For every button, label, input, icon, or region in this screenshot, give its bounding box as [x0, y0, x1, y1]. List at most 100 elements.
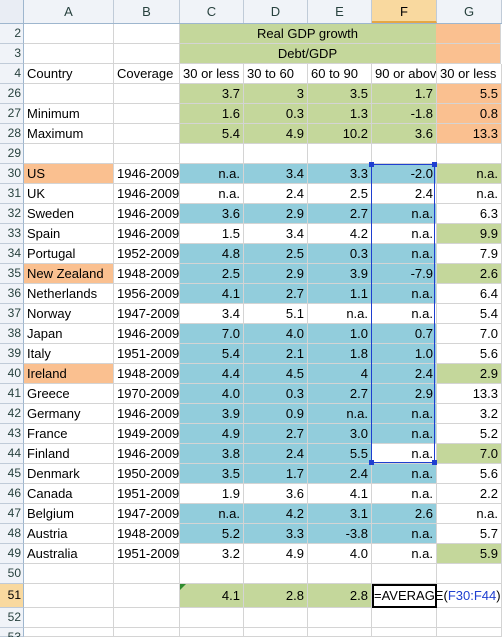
value-cell[interactable]: 0.7 — [372, 324, 437, 344]
bucket-header-cell[interactable]: 30 or less — [180, 64, 244, 84]
value-cell[interactable]: 3.0 — [308, 424, 372, 444]
value-cell[interactable]: -3.8 — [308, 524, 372, 544]
cell[interactable] — [308, 564, 372, 584]
cell[interactable] — [437, 564, 502, 584]
value-cell[interactable]: 0.3 — [244, 384, 308, 404]
value-cell[interactable]: 4.9 — [244, 544, 308, 564]
maximum-cell[interactable]: 4.9 — [244, 124, 308, 144]
cell[interactable] — [244, 564, 308, 584]
cell[interactable] — [24, 24, 114, 44]
bucket-header-cell[interactable]: 90 or abov — [372, 64, 437, 84]
value-cell[interactable]: n.a. — [372, 524, 437, 544]
value-cell[interactable]: 2.9 — [244, 264, 308, 284]
cell[interactable] — [180, 608, 244, 628]
result-cell[interactable]: 2.8 — [308, 584, 372, 608]
value-cell[interactable]: 4 — [308, 364, 372, 384]
row-header[interactable]: 50 — [0, 564, 24, 584]
value-cell[interactable]: 2.7 — [308, 204, 372, 224]
coverage-cell[interactable]: 1946-2009 — [114, 164, 180, 184]
value-cell[interactable]: 2.4 — [244, 444, 308, 464]
row-header[interactable]: 51 — [0, 584, 24, 608]
value-cell[interactable]: n.a. — [180, 184, 244, 204]
coverage-cell[interactable]: 1956-2009 — [114, 284, 180, 304]
coverage-cell[interactable]: 1946-2009 — [114, 184, 180, 204]
value-cell[interactable]: 3.1 — [308, 504, 372, 524]
column-header-g[interactable]: G — [437, 0, 502, 23]
value-cell[interactable]: 7.0 — [437, 444, 502, 464]
row-header[interactable]: 30 — [0, 164, 24, 184]
header-subtitle-cell[interactable]: Debt/GDP — [180, 44, 436, 64]
value-cell[interactable]: n.a. — [372, 424, 437, 444]
coverage-cell[interactable]: 1950-2009 — [114, 464, 180, 484]
value-cell[interactable]: 7.0 — [180, 324, 244, 344]
minimum-cell[interactable]: 0.8 — [437, 104, 502, 124]
cell[interactable] — [308, 144, 372, 164]
value-cell[interactable]: 1.5 — [180, 224, 244, 244]
value-cell[interactable]: 5.7 — [437, 524, 502, 544]
bucket-header-cell[interactable]: 30 or less — [437, 64, 502, 84]
value-cell[interactable]: 2.6 — [437, 264, 502, 284]
minimum-cell[interactable]: 0.3 — [244, 104, 308, 124]
cell[interactable] — [24, 84, 114, 104]
value-cell[interactable]: 1.0 — [308, 324, 372, 344]
row-header[interactable]: 39 — [0, 344, 24, 364]
row-header[interactable]: 43 — [0, 424, 24, 444]
value-cell[interactable]: 2.9 — [372, 384, 437, 404]
value-cell[interactable]: 4.0 — [180, 384, 244, 404]
cell[interactable] — [437, 608, 502, 628]
value-cell[interactable]: 9.9 — [437, 224, 502, 244]
bucket-header-cell[interactable]: 60 to 90 — [308, 64, 372, 84]
value-cell[interactable]: 5.5 — [308, 444, 372, 464]
country-name-cell[interactable]: Spain — [24, 224, 114, 244]
cell[interactable] — [372, 628, 437, 637]
coverage-cell[interactable]: 1951-2009 — [114, 544, 180, 564]
country-name-cell[interactable]: Ireland — [24, 364, 114, 384]
value-cell[interactable]: 7.0 — [437, 324, 502, 344]
value-cell[interactable]: n.a. — [372, 304, 437, 324]
country-name-cell[interactable]: Portugal — [24, 244, 114, 264]
cell[interactable] — [114, 608, 180, 628]
country-header-cell[interactable]: Country — [24, 64, 114, 84]
cell[interactable] — [114, 124, 180, 144]
result-cell[interactable]: 2.8 — [244, 584, 308, 608]
country-name-cell[interactable]: Germany — [24, 404, 114, 424]
row-header[interactable]: 53 — [0, 628, 24, 637]
value-cell[interactable]: 3.6 — [244, 484, 308, 504]
cell[interactable] — [437, 628, 502, 637]
cell[interactable] — [180, 628, 244, 637]
row-header[interactable]: 35 — [0, 264, 24, 284]
value-cell[interactable]: 0.9 — [244, 404, 308, 424]
maximum-cell[interactable]: 3.6 — [372, 124, 437, 144]
country-name-cell[interactable]: New Zealand — [24, 264, 114, 284]
row-header[interactable]: 47 — [0, 504, 24, 524]
value-cell[interactable]: n.a. — [372, 204, 437, 224]
coverage-header-cell[interactable]: Coverage — [114, 64, 180, 84]
cell[interactable] — [114, 564, 180, 584]
average-cell[interactable]: 3.7 — [180, 84, 244, 104]
value-cell[interactable]: 5.1 — [244, 304, 308, 324]
value-cell[interactable]: n.a. — [372, 444, 437, 464]
cell[interactable] — [24, 628, 114, 637]
country-name-cell[interactable]: Australia — [24, 544, 114, 564]
value-cell[interactable]: 2.4 — [372, 184, 437, 204]
coverage-cell[interactable]: 1946-2009 — [114, 444, 180, 464]
column-header-c[interactable]: C — [180, 0, 244, 23]
column-header-e[interactable]: E — [308, 0, 372, 23]
result-cell[interactable]: 4.1 — [180, 584, 244, 608]
row-header[interactable]: 31 — [0, 184, 24, 204]
value-cell[interactable]: 13.3 — [437, 384, 502, 404]
value-cell[interactable]: n.a. — [372, 464, 437, 484]
cell[interactable] — [308, 628, 372, 637]
row-header[interactable]: 42 — [0, 404, 24, 424]
cell[interactable] — [114, 44, 180, 64]
country-name-cell[interactable]: Belgium — [24, 504, 114, 524]
coverage-cell[interactable]: 1947-2009 — [114, 504, 180, 524]
country-name-cell[interactable]: UK — [24, 184, 114, 204]
value-cell[interactable]: 2.4 — [372, 364, 437, 384]
maximum-cell[interactable]: 5.4 — [180, 124, 244, 144]
value-cell[interactable]: 5.2 — [180, 524, 244, 544]
country-name-cell[interactable]: Denmark — [24, 464, 114, 484]
row-header[interactable]: 36 — [0, 284, 24, 304]
value-cell[interactable]: 4.4 — [180, 364, 244, 384]
header-title-cell[interactable]: Real GDP growth — [180, 24, 436, 44]
